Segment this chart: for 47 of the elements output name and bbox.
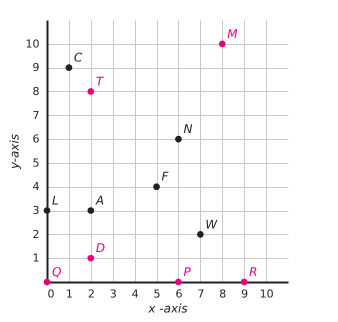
x-tick-label: 10 (260, 288, 274, 300)
annotation: N (183, 122, 192, 136)
annotation: L (52, 194, 59, 208)
point (240, 278, 248, 286)
point (218, 40, 226, 48)
x-tick-label: 4 (132, 288, 139, 300)
annotation: M (227, 26, 238, 41)
x-tick-label: 9 (241, 288, 248, 300)
y-tick-label: 8 (32, 84, 40, 98)
annotation: T (96, 74, 105, 88)
y-tick-label: 4 (32, 180, 40, 194)
annotation: Q (52, 265, 62, 279)
y-tick-label: 10 (26, 37, 40, 50)
y-tick-label: 5 (32, 156, 40, 170)
annotation: F (162, 170, 170, 184)
y-tick-label: 7 (32, 108, 40, 122)
point (44, 278, 50, 286)
point (87, 207, 94, 214)
x-tick-label: 8 (219, 288, 226, 300)
annotation: A (94, 194, 104, 208)
y-tick-label: 3 (32, 204, 40, 218)
x-tick-label: 0 (48, 288, 54, 300)
x-tick-label: 3 (110, 288, 117, 300)
point (197, 231, 204, 238)
x-tick-label: 2 (88, 288, 95, 300)
point (175, 278, 182, 286)
y-tick-label: 6 (32, 132, 40, 146)
point (175, 136, 182, 142)
y-axis-title: y-axis (8, 134, 22, 170)
x-tick-label: 6 (175, 288, 182, 300)
annotation: R (249, 265, 258, 279)
x-tick-label: 5 (154, 288, 161, 300)
point (44, 207, 50, 214)
y-tick-label: 2 (32, 228, 40, 241)
y-tick-label: 1 (32, 252, 40, 265)
x-tick-label: 1 (66, 288, 73, 300)
point (87, 88, 94, 95)
x-tick-label: 7 (197, 288, 204, 300)
point (66, 64, 72, 71)
y-tick-label: 9 (32, 61, 40, 74)
annotation: D (96, 241, 106, 256)
annotation: C (74, 50, 83, 65)
annotation: P (183, 265, 192, 279)
annotation: W (205, 217, 218, 232)
point (153, 183, 160, 190)
x-axis-title: x -axis (147, 302, 188, 316)
point (87, 254, 94, 262)
